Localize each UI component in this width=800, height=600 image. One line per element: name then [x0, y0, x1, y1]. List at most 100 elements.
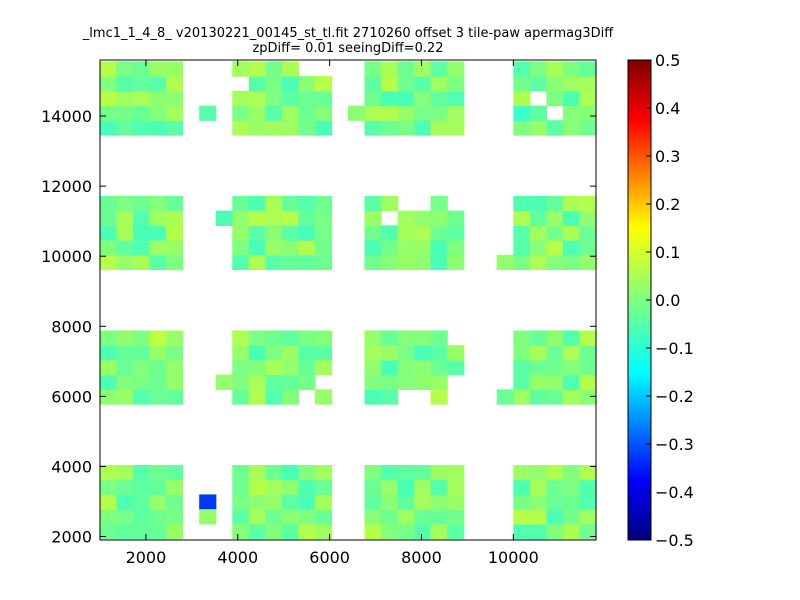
heatmap-cell	[397, 479, 415, 496]
heatmap-cell	[496, 389, 514, 405]
heatmap-cell	[116, 389, 134, 405]
heatmap-cell	[447, 494, 465, 510]
colorbar-tick-label: 0.3	[655, 147, 680, 166]
heatmap-cell	[149, 509, 167, 525]
heatmap-cell	[248, 90, 266, 107]
heatmap-cell	[281, 254, 299, 271]
heatmap-cell	[447, 61, 465, 77]
heatmap-cell	[546, 90, 564, 107]
heatmap-cell	[248, 479, 266, 496]
heatmap-cell	[562, 90, 581, 107]
heatmap-cell	[430, 374, 448, 390]
heatmap-cell	[447, 120, 465, 136]
heatmap-cell	[364, 76, 382, 92]
heatmap-cell	[579, 374, 597, 390]
heatmap-cell	[562, 76, 581, 92]
heatmap-cell	[364, 330, 382, 346]
heatmap-cell	[166, 465, 184, 481]
heatmap-cell	[430, 465, 448, 481]
heatmap-cell	[265, 389, 283, 405]
heatmap-cell	[281, 90, 299, 107]
heatmap-cell	[529, 465, 547, 481]
heatmap-cell	[430, 523, 448, 540]
heatmap-cell	[149, 105, 167, 121]
heatmap-cell	[513, 76, 531, 92]
heatmap-cell	[281, 479, 299, 496]
heatmap-cell	[414, 359, 432, 376]
heatmap-cell	[546, 479, 564, 496]
heatmap-cell	[265, 210, 283, 226]
colorbar-tick-label: −0.5	[655, 531, 694, 550]
heatmap-cell	[414, 90, 432, 107]
heatmap-cell	[579, 210, 597, 226]
heatmap-cell	[314, 105, 333, 121]
heatmap-cell	[298, 359, 316, 376]
heatmap-cell	[562, 374, 581, 390]
heatmap-cell	[430, 359, 448, 376]
heatmap-cell	[149, 195, 167, 212]
heatmap-cell	[414, 254, 432, 271]
heatmap-cell	[381, 105, 399, 121]
heatmap-cell	[529, 494, 547, 510]
heatmap-cell	[232, 359, 250, 376]
heatmap-cell	[447, 509, 465, 525]
heatmap-cell	[579, 330, 597, 346]
heatmap-cell	[166, 523, 184, 540]
heatmap-cell	[447, 345, 465, 361]
heatmap-cell	[546, 509, 564, 525]
heatmap-cell	[133, 240, 151, 256]
heatmap-cell	[314, 523, 333, 540]
heatmap-cell	[100, 523, 118, 540]
heatmap-cell	[248, 120, 266, 136]
heatmap-cell	[314, 465, 333, 481]
heatmap-cell	[166, 389, 184, 405]
heatmap-cell	[447, 465, 465, 481]
heatmap-cell	[248, 509, 266, 525]
heatmap-cell	[100, 195, 118, 212]
colorbar-tick-label: 0.2	[655, 195, 680, 214]
heatmap-cell	[149, 76, 167, 92]
heatmap-cell	[513, 479, 531, 496]
heatmap-cell	[381, 523, 399, 540]
heatmap-cell	[579, 494, 597, 510]
heatmap-cell	[100, 210, 118, 226]
heatmap-cell	[265, 120, 283, 136]
heatmap-cell	[166, 90, 184, 107]
heatmap-cell	[430, 389, 448, 405]
heatmap-cell	[529, 195, 547, 212]
heatmap-cell	[579, 389, 597, 405]
heatmap-cell	[546, 359, 564, 376]
heatmap-cell	[232, 254, 250, 271]
heatmap-cell	[298, 465, 316, 481]
heatmap-cell	[513, 509, 531, 525]
heatmap-cell	[298, 345, 316, 361]
heatmap-cell	[100, 90, 118, 107]
y-tick-label: 12000	[41, 177, 92, 196]
heatmap-cell	[546, 240, 564, 256]
y-tick-label: 14000	[41, 107, 92, 126]
heatmap-cell	[397, 465, 415, 481]
heatmap-cell	[149, 240, 167, 256]
heatmap-cell	[281, 105, 299, 121]
heatmap-cell	[546, 61, 564, 77]
heatmap-cell	[397, 345, 415, 361]
heatmap-cell	[364, 120, 382, 136]
heatmap-cell	[430, 195, 448, 212]
heatmap-cell	[562, 330, 581, 346]
heatmap-cell	[381, 254, 399, 271]
colorbar-tick-label: 0.0	[655, 291, 680, 310]
heatmap-cell	[314, 210, 333, 226]
heatmap-cell	[562, 523, 581, 540]
x-axis-ticks: 2000 4000 6000 8000 10000	[126, 60, 539, 567]
y-tick-label: 4000	[51, 457, 92, 476]
heatmap-cell	[529, 225, 547, 241]
heatmap-cell	[579, 120, 597, 136]
heatmap-cell	[281, 120, 299, 136]
heatmap-cell	[546, 225, 564, 241]
heatmap-cell	[166, 509, 184, 525]
heatmap-cell	[314, 509, 333, 525]
heatmap-cell	[116, 210, 134, 226]
heatmap-cell	[314, 120, 333, 136]
heatmap-cell	[133, 494, 151, 510]
heatmap-cell	[447, 105, 465, 121]
